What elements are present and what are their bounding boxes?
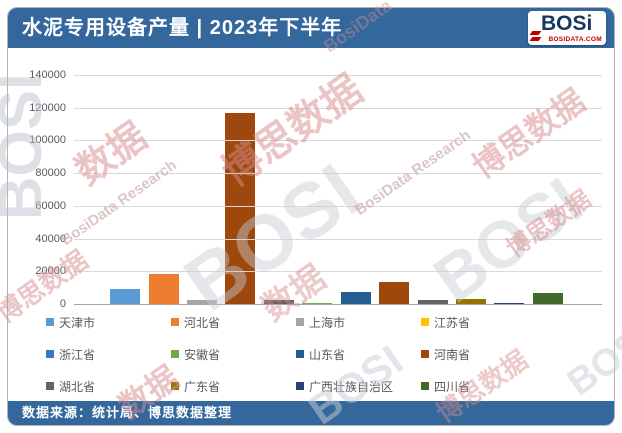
- logo-slash-icon: [529, 37, 542, 41]
- bar-slot-11: [529, 75, 567, 304]
- report-card: 水泥专用设备产量 | 2023年下半年 BOSi BOSIDATA.COM 0 2…: [7, 7, 615, 426]
- bar-四川省: [532, 293, 563, 304]
- y-tick-label-40000: 40000: [35, 232, 66, 245]
- bar-slot-8: [413, 75, 451, 304]
- legend-label: 上海市: [309, 315, 346, 330]
- legend-swatch-icon: [296, 318, 304, 326]
- bar-slot-2: [183, 75, 221, 304]
- legend-label: 湖北省: [59, 379, 96, 394]
- gridline-100000: [74, 140, 602, 142]
- footer-bar: 数据来源：统计局、博思数据整理: [8, 401, 614, 425]
- bar-chart-plot-area: [74, 75, 602, 305]
- legend-swatch-icon: [421, 350, 429, 358]
- logo-site-text: BOSIDATA.COM: [548, 36, 602, 43]
- bar-湖北省: [417, 300, 448, 304]
- legend-item-安徽省: 安徽省: [171, 346, 296, 362]
- gridline-20000: [74, 271, 602, 273]
- page-title: 水泥专用设备产量 | 2023年下半年: [22, 17, 343, 39]
- legend-item-山东省: 山东省: [296, 346, 421, 362]
- legend-label: 浙江省: [59, 347, 96, 362]
- legend-label: 天津市: [59, 315, 96, 330]
- legend-label: 江苏省: [434, 315, 471, 330]
- gridline-60000: [74, 205, 602, 207]
- bar-slot-3: [221, 75, 259, 304]
- legend-item-河北省: 河北省: [171, 314, 296, 330]
- chart-legend: 天津市 河北省 上海市 江苏省浙江省 安徽省 山东省 河南省湖北省 广东省 广西壮族自治区 四川省: [46, 314, 591, 394]
- legend-swatch-icon: [171, 382, 179, 390]
- bar-天津市: [110, 289, 141, 304]
- y-axis-labels: 0 20000 40000 60000 80000 100000 120000 140000: [8, 69, 66, 310]
- bar-slot-6: [337, 75, 375, 304]
- legend-item-浙江省: 浙江省: [46, 346, 171, 362]
- legend-swatch-icon: [421, 382, 429, 390]
- legend-swatch-icon: [46, 382, 54, 390]
- bar-slot-4: [260, 75, 298, 304]
- legend-label: 河北省: [184, 315, 221, 330]
- legend-item-广东省: 广东省: [171, 378, 296, 394]
- legend-label: 山东省: [309, 347, 346, 362]
- legend-swatch-icon: [171, 318, 179, 326]
- legend-swatch-icon: [421, 318, 429, 326]
- bar-山东省: [340, 292, 371, 304]
- bar-浙江省: [263, 300, 294, 304]
- gridline-140000: [74, 75, 602, 76]
- legend-swatch-icon: [296, 350, 304, 358]
- legend-swatch-icon: [46, 318, 54, 326]
- legend-item-河南省: 河南省: [421, 346, 546, 362]
- logo-slash-icon: [529, 31, 542, 35]
- bar-slot-9: [452, 75, 490, 304]
- data-source-text: 数据来源：统计局、博思数据整理: [22, 405, 233, 420]
- y-tick-label-140000: 140000: [29, 69, 66, 81]
- bar-slot-10: [490, 75, 528, 304]
- legend-label: 安徽省: [184, 347, 221, 362]
- legend-swatch-icon: [171, 350, 179, 358]
- gridline-120000: [74, 107, 602, 109]
- bar-广东省: [456, 298, 486, 304]
- bar-河南省: [379, 281, 410, 304]
- bar-slot-1: [144, 75, 182, 304]
- gridline-80000: [74, 173, 602, 175]
- gridline-40000: [74, 238, 602, 240]
- legend-item-天津市: 天津市: [46, 314, 171, 330]
- legend-item-湖北省: 湖北省: [46, 378, 171, 394]
- legend-label: 四川省: [434, 379, 471, 394]
- y-tick-label-0: 0: [59, 298, 66, 310]
- legend-label: 广西壮族自治区: [309, 379, 394, 394]
- bar-slot-7: [375, 75, 413, 304]
- y-tick-label-20000: 20000: [35, 265, 66, 278]
- y-tick-label-120000: 120000: [29, 101, 66, 114]
- bar-slot-0: [106, 75, 144, 304]
- legend-item-四川省: 四川省: [421, 378, 546, 394]
- y-tick-label-60000: 60000: [35, 199, 66, 212]
- bar-河北省: [148, 273, 179, 304]
- bosi-logo: BOSi BOSIDATA.COM: [528, 11, 606, 45]
- bar-广西壮族自治区: [494, 303, 525, 304]
- legend-item-广西壮族自治区: 广西壮族自治区: [296, 378, 421, 394]
- logo-wordmark: BOSi: [541, 12, 593, 35]
- legend-swatch-icon: [46, 350, 54, 358]
- y-tick-label-100000: 100000: [29, 134, 66, 147]
- y-tick-label-80000: 80000: [35, 167, 66, 180]
- legend-item-江苏省: 江苏省: [421, 314, 546, 330]
- legend-swatch-icon: [296, 382, 304, 390]
- header-bar: 水泥专用设备产量 | 2023年下半年 BOSi BOSIDATA.COM: [8, 8, 614, 48]
- bar-上海市: [187, 299, 218, 304]
- legend-label: 河南省: [434, 347, 471, 362]
- bar-安徽省: [302, 302, 333, 304]
- legend-item-上海市: 上海市: [296, 314, 421, 330]
- bars-track: [106, 75, 567, 304]
- bar-slot-5: [298, 75, 336, 304]
- legend-label: 广东省: [184, 379, 221, 394]
